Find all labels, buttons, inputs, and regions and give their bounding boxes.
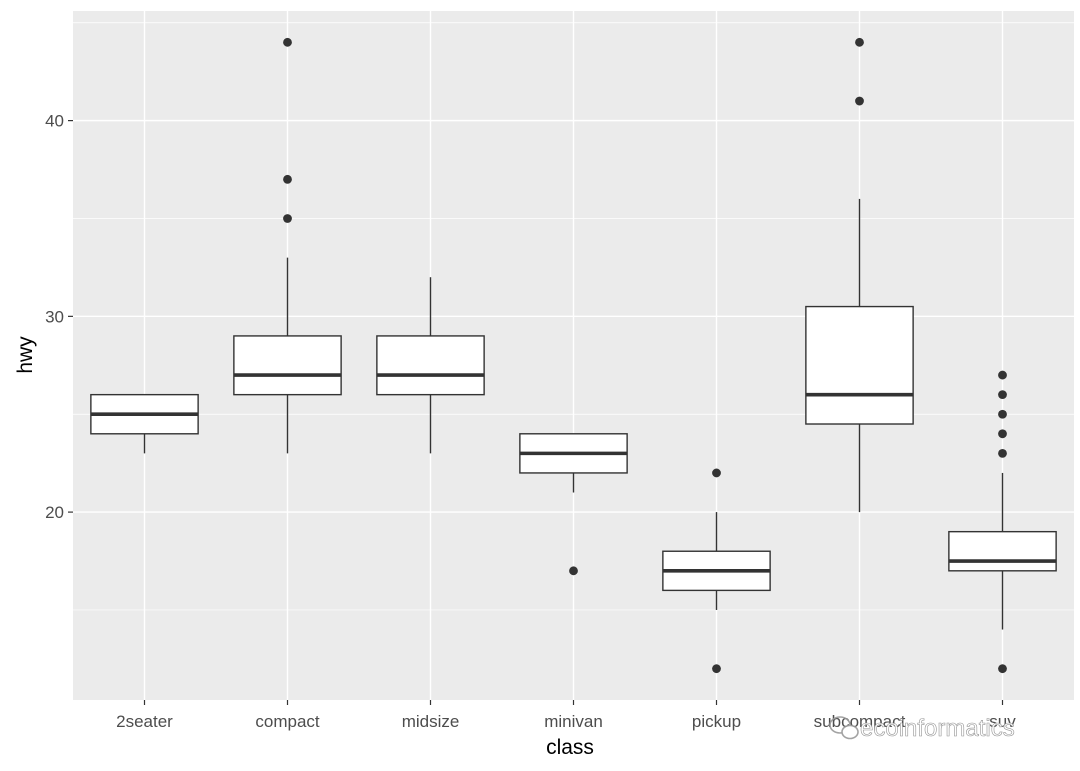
box-body [948,530,1057,572]
outlier-point [712,468,721,478]
y-tick-label: 30 [45,307,64,326]
y-tick-label: 20 [45,503,64,522]
outlier-point [855,96,864,106]
outlier-point [998,664,1007,674]
outlier-point [712,664,721,674]
x-tick-label: midsize [402,712,460,731]
x-axis-title: class [546,736,594,759]
outlier-point [998,429,1007,439]
outlier-point [569,566,578,576]
outlier-point [998,370,1007,380]
outlier-point [855,37,864,47]
outlier-point [283,174,292,184]
x-axis: 2seater compact midsize minivan pickup subcom… [116,700,1016,731]
box-midsize [376,277,485,454]
outlier-point [283,214,292,223]
outlier-point [998,390,1007,400]
y-tick-label: 40 [45,112,64,131]
box-body [805,305,914,425]
x-tick-label: minivan [544,712,603,731]
y-axis: 20 30 40 [45,112,73,522]
box-2seater [90,393,199,454]
box-body [233,335,342,396]
watermark-text: ecoinformatics [860,715,1015,742]
box-pickup [662,468,771,674]
box-subcompact [805,37,914,513]
x-tick-label: pickup [692,712,741,731]
box-minivan [519,433,628,576]
box-body [376,335,485,396]
x-tick-label: compact [255,712,320,731]
y-axis-title: hwy [14,336,37,374]
x-tick-label: 2seater [116,712,173,731]
box-suv [948,370,1057,674]
box-compact [233,37,342,454]
outlier-point [283,37,292,47]
outlier-point [998,448,1007,458]
box-series [90,37,1057,674]
outlier-point [998,409,1007,419]
wechat-icon [829,716,859,740]
x-tick-label: suv [989,712,1016,731]
watermark: ecoinformatics [829,715,1015,742]
